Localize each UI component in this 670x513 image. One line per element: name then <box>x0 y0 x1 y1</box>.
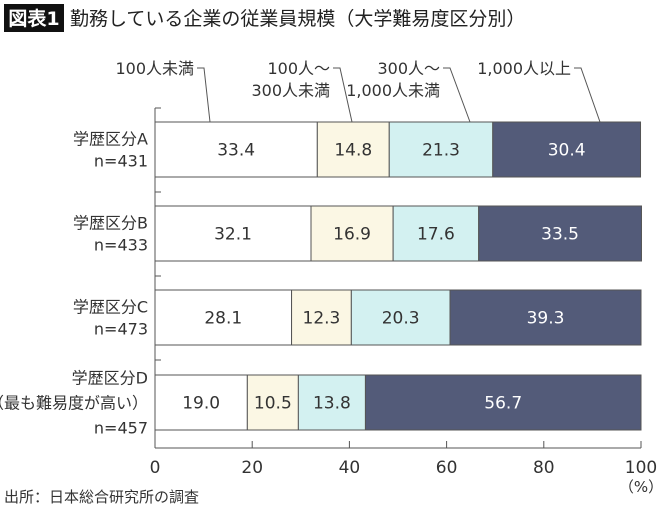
data-label: 12.3 <box>303 309 341 329</box>
chart-title: 勤務している企業の従業員規模（大学難易度区分別） <box>70 8 525 30</box>
bar-segment <box>392 205 480 262</box>
data-label: 14.8 <box>334 141 372 161</box>
data-label: 33.5 <box>541 225 579 245</box>
bar-segment <box>291 289 352 346</box>
bar-segment <box>310 205 394 262</box>
legend-label: 300人～ <box>377 59 440 78</box>
bar-segment <box>154 374 248 431</box>
figure-badge: 図表1 <box>8 7 59 30</box>
bar-segment <box>246 374 299 431</box>
data-label: 17.6 <box>417 225 455 245</box>
legend-label: 300人未満 <box>251 81 330 100</box>
category-label: 学歴区分B <box>73 214 148 233</box>
data-label: 19.0 <box>182 394 220 414</box>
data-label: 20.3 <box>382 309 420 329</box>
bar-segment <box>492 121 642 178</box>
x-tick-label: 80 <box>533 458 555 478</box>
figure-badge-bg <box>4 4 64 32</box>
x-tick-label: 40 <box>339 458 361 478</box>
data-label: 10.5 <box>254 394 292 414</box>
bar-segment <box>154 289 293 346</box>
data-label: 56.7 <box>484 394 522 414</box>
data-label: 13.8 <box>313 394 351 414</box>
data-label: 39.3 <box>527 309 565 329</box>
category-label: n=431 <box>94 152 148 171</box>
bar-segment <box>350 289 451 346</box>
x-unit: （%） <box>619 478 663 496</box>
data-label: 21.3 <box>422 141 460 161</box>
category-label: 学歴区分D <box>72 369 148 388</box>
legend-label: 1,000人未満 <box>346 81 440 100</box>
bar-segment <box>154 121 318 178</box>
legend-label: 100人～ <box>267 59 330 78</box>
category-label: n=433 <box>94 236 148 255</box>
source-note: 出所：日本総合研究所の調査 <box>4 488 199 506</box>
data-label: 32.1 <box>214 225 252 245</box>
category-label: （最も難易度が高い） <box>0 394 148 413</box>
legend-label: 100人未満 <box>115 59 194 78</box>
x-tick-label: 100 <box>625 458 657 478</box>
legend-leader-line <box>443 67 471 123</box>
x-tick-label: 20 <box>241 458 263 478</box>
bar-segment <box>388 121 494 178</box>
bar-segment <box>449 289 642 346</box>
bar-segment <box>478 205 642 262</box>
data-label: 33.4 <box>217 141 255 161</box>
legend-leader-line <box>574 67 601 123</box>
category-label: 学歴区分A <box>73 130 148 149</box>
x-tick-label: 0 <box>150 458 161 478</box>
legend-leader-line <box>333 67 353 123</box>
category-label: n=457 <box>94 419 148 438</box>
legend-leader-line <box>197 67 211 123</box>
x-tick-label: 60 <box>436 458 458 478</box>
data-label: 16.9 <box>333 225 371 245</box>
legend-label: 1,000人以上 <box>477 59 571 78</box>
bar-segment <box>297 374 366 431</box>
data-label: 30.4 <box>548 141 586 161</box>
category-label: 学歴区分C <box>73 298 148 317</box>
category-label: n=473 <box>94 320 148 339</box>
data-label: 28.1 <box>204 309 242 329</box>
bar-segment <box>154 205 312 262</box>
bar-segment <box>364 374 642 431</box>
